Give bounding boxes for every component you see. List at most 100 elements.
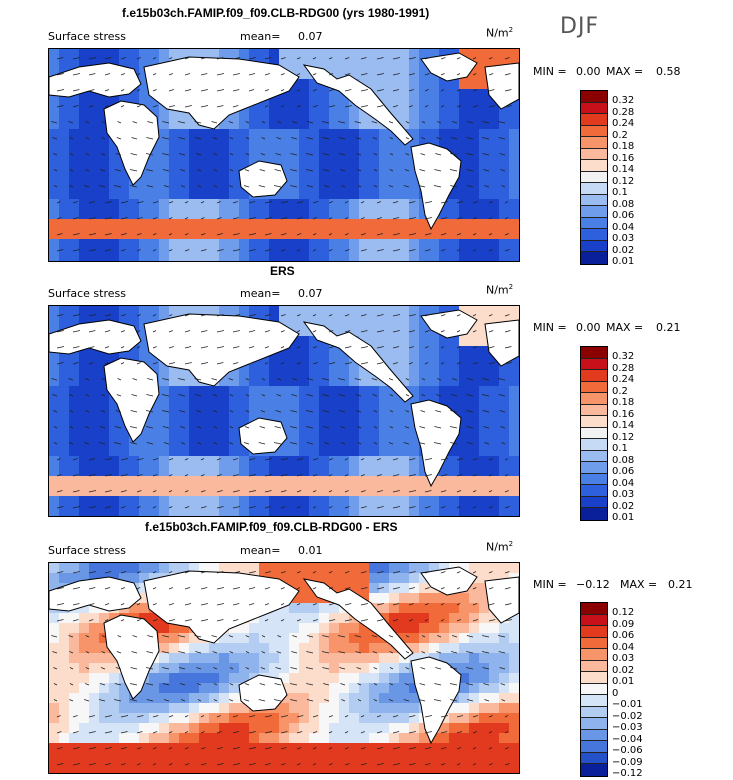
colorbar-tick-label: 0.09 bbox=[612, 618, 635, 630]
colorbar-tick-label: 0.06 bbox=[612, 630, 635, 641]
colorbar-swatch bbox=[581, 764, 607, 776]
colorbar-swatch bbox=[581, 508, 607, 520]
colorbar-tick-label: 0.03 bbox=[612, 233, 635, 244]
colorbar-swatch bbox=[581, 217, 607, 229]
colorbar-tick-label: 0.03 bbox=[612, 653, 635, 664]
colorbar-tick-label: 0.24 bbox=[612, 374, 635, 385]
panel1-min-label: MIN = bbox=[533, 65, 567, 78]
colorbar-tick-label: 0.08 bbox=[612, 454, 635, 466]
colorbar-tick-label: 0.06 bbox=[612, 466, 635, 477]
colorbar-tick-label: 0.06 bbox=[612, 210, 635, 221]
colorbar-tick-label: 0.01 bbox=[612, 676, 635, 687]
colorbar-swatch bbox=[581, 358, 607, 370]
colorbar-tick-label: 0.1 bbox=[612, 443, 628, 454]
colorbar-swatch bbox=[581, 485, 607, 497]
colorbar-tick-label: −0.01 bbox=[612, 699, 643, 710]
panel3-min-value: −0.12 bbox=[576, 578, 610, 591]
colorbar-tick-label: 0.02 bbox=[612, 244, 635, 256]
colorbar-swatch bbox=[581, 672, 607, 684]
panel3-max-label: MAX = bbox=[620, 578, 658, 591]
colorbar-tick-label: 0.12 bbox=[612, 431, 635, 443]
colorbar-swatch bbox=[581, 695, 607, 707]
panel2-min-value: 0.00 bbox=[576, 321, 601, 334]
panel3-map-plot bbox=[49, 563, 519, 773]
colorbar-swatch bbox=[581, 439, 607, 451]
colorbar-swatch bbox=[581, 614, 607, 626]
colorbar-tick-label: 0.01 bbox=[612, 256, 635, 267]
colorbar-tick-label: 0.08 bbox=[612, 198, 635, 210]
colorbar-swatch bbox=[581, 473, 607, 485]
colorbar-tick-label: 0.04 bbox=[612, 641, 635, 653]
colorbar-swatch bbox=[581, 718, 607, 730]
colorbar-tick-label: −0.12 bbox=[612, 768, 643, 779]
colorbar-tick-label: 0.14 bbox=[612, 420, 635, 431]
colorbar-swatch bbox=[581, 404, 607, 416]
panel3-colorbar bbox=[580, 602, 608, 777]
colorbar-swatch bbox=[581, 137, 607, 149]
panel2-title: ERS bbox=[270, 264, 295, 278]
colorbar-swatch bbox=[581, 114, 607, 126]
colorbar-swatch bbox=[581, 660, 607, 672]
panel2-max-value: 0.21 bbox=[656, 321, 681, 334]
panel2-colorbar bbox=[580, 346, 608, 521]
colorbar-tick-label: 0.18 bbox=[612, 397, 635, 408]
panel2-min-label: MIN = bbox=[533, 321, 567, 334]
panel3-min-label: MIN = bbox=[533, 578, 567, 591]
colorbar-swatch bbox=[581, 706, 607, 718]
panel1-units: N/m2 bbox=[486, 26, 514, 40]
panel1-min-value: 0.00 bbox=[576, 65, 601, 78]
panel1-max-value: 0.58 bbox=[656, 65, 681, 78]
colorbar-tick-label: 0.18 bbox=[612, 141, 635, 152]
colorbar-tick-label: 0.16 bbox=[612, 408, 635, 420]
panel1-colorbar bbox=[580, 90, 608, 265]
stress-vectors bbox=[51, 571, 513, 766]
panel1-map-plot bbox=[49, 49, 519, 261]
colorbar-tick-label: −0.09 bbox=[612, 756, 643, 768]
colorbar-swatch bbox=[581, 194, 607, 206]
panel2-map bbox=[48, 305, 520, 517]
colorbar-swatch bbox=[581, 626, 607, 638]
panel2-variable: Surface stress bbox=[48, 287, 126, 300]
colorbar-tick-label: 0.01 bbox=[612, 512, 635, 523]
colorbar-tick-label: 0.12 bbox=[612, 607, 635, 618]
panel1-title: f.e15b03ch.FAMIP.f09_f09.CLB-RDG00 (yrs … bbox=[122, 6, 430, 20]
colorbar-swatch bbox=[581, 148, 607, 160]
colorbar-swatch bbox=[581, 252, 607, 264]
colorbar-tick-label: 0.03 bbox=[612, 489, 635, 500]
panel1-colorbar-ticks: 0.32 0.28 0.24 0.2 0.18 0.16 0.14 0.12 0.1 0.08 0.… bbox=[612, 95, 634, 268]
colorbar-tick-label: 0.12 bbox=[612, 175, 635, 187]
colorbar-tick-label: 0.32 bbox=[612, 95, 635, 106]
colorbar-swatch bbox=[581, 496, 607, 508]
colorbar-swatch bbox=[581, 240, 607, 252]
panel2-mean-value: 0.07 bbox=[298, 287, 323, 300]
colorbar-swatch bbox=[581, 637, 607, 649]
panel3-variable: Surface stress bbox=[48, 544, 126, 557]
colorbar-swatch bbox=[581, 683, 607, 695]
colorbar-tick-label: 0.02 bbox=[612, 500, 635, 512]
colorbar-tick-label: 0.2 bbox=[612, 385, 628, 397]
colorbar-tick-label: −0.04 bbox=[612, 733, 643, 745]
colorbar-tick-label: 0.2 bbox=[612, 129, 628, 141]
panel1-mean-label: mean= bbox=[240, 30, 281, 43]
colorbar-swatch bbox=[581, 741, 607, 753]
panel2-max-label: MAX = bbox=[606, 321, 644, 334]
colorbar-swatch bbox=[581, 450, 607, 462]
colorbar-swatch bbox=[581, 462, 607, 474]
colorbar-tick-label: −0.06 bbox=[612, 745, 643, 756]
colorbar-swatch bbox=[581, 171, 607, 183]
panel1-variable: Surface stress bbox=[48, 30, 126, 43]
colorbar-swatch bbox=[581, 206, 607, 218]
colorbar-tick-label: 0.1 bbox=[612, 187, 628, 198]
colorbar-swatch bbox=[581, 229, 607, 241]
panel1-max-label: MAX = bbox=[606, 65, 644, 78]
colorbar-tick-label: 0.16 bbox=[612, 152, 635, 164]
colorbar-swatch bbox=[581, 416, 607, 428]
panel2-colorbar-ticks: 0.32 0.28 0.24 0.2 0.18 0.16 0.14 0.12 0.1 0.08 0.… bbox=[612, 351, 634, 524]
colorbar-swatch bbox=[581, 603, 607, 615]
colorbar-tick-label: 0.04 bbox=[612, 221, 635, 233]
colorbar-tick-label: −0.03 bbox=[612, 722, 643, 733]
colorbar-swatch bbox=[581, 160, 607, 172]
colorbar-tick-label: −0.02 bbox=[612, 710, 643, 722]
colorbar-tick-label: 0.24 bbox=[612, 118, 635, 129]
colorbar-swatch bbox=[581, 381, 607, 393]
